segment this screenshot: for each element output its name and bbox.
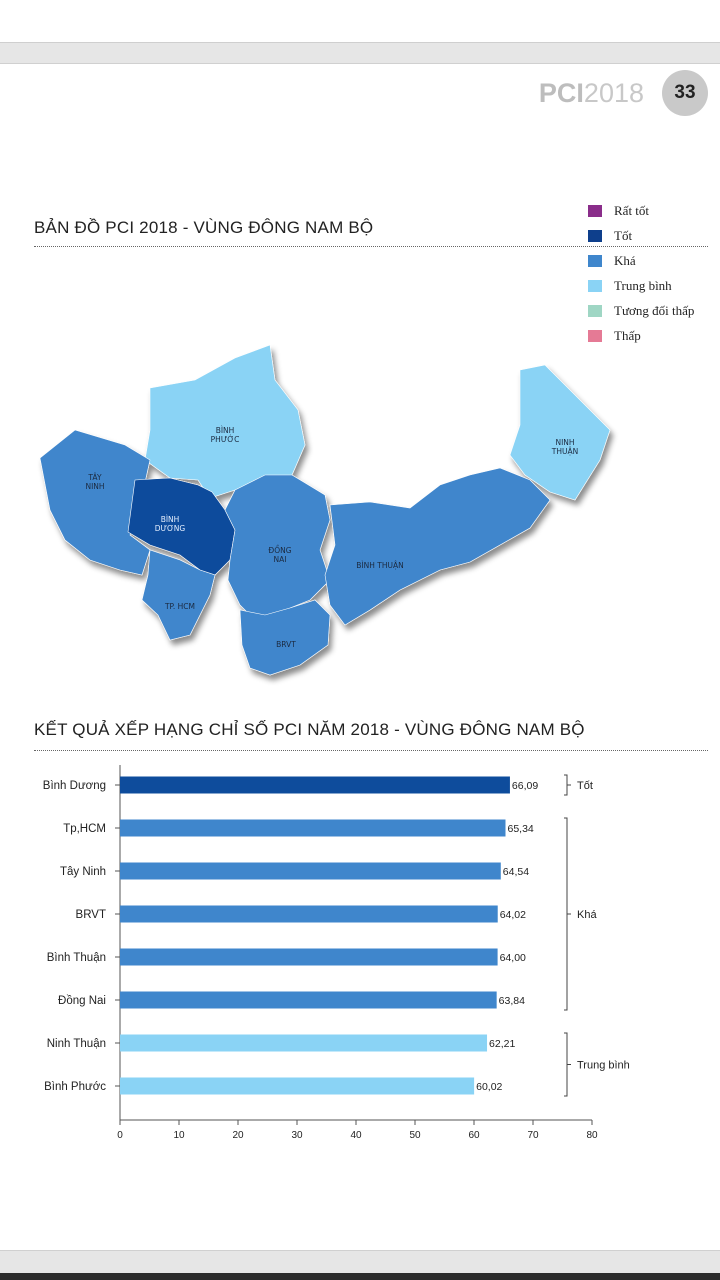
page-gap-bottom xyxy=(0,1250,720,1273)
category-label: Bình Thuận xyxy=(47,952,106,964)
bar xyxy=(120,819,506,837)
x-tick-label: 60 xyxy=(468,1130,480,1141)
category-label: Bình Phước xyxy=(44,1081,106,1093)
bar xyxy=(120,776,510,794)
label-binh-thuan: BÌNH THUẬN xyxy=(356,561,403,570)
label-tp-hcm: TP. HCM xyxy=(164,602,195,611)
region-tp-hcm xyxy=(141,549,216,641)
value-label: 63,84 xyxy=(499,995,525,1007)
bar xyxy=(120,1077,475,1095)
region-ninh-thuan xyxy=(509,364,611,501)
legend-swatch xyxy=(588,304,602,317)
app-top-bar xyxy=(0,0,720,43)
legend-item: Khá xyxy=(588,248,694,273)
label-brvt: BRVT xyxy=(276,640,296,649)
category-label: BRVT xyxy=(76,909,106,921)
group-label: Trung bình xyxy=(577,1060,630,1072)
value-label: 60,02 xyxy=(476,1081,502,1093)
legend-swatch xyxy=(588,204,602,217)
bar xyxy=(120,948,498,966)
legend-swatch xyxy=(588,329,602,342)
chart-title-divider xyxy=(34,750,708,751)
value-label: 66,09 xyxy=(512,780,538,792)
value-label: 64,02 xyxy=(500,909,526,921)
region-brvt xyxy=(239,599,331,676)
label-tay-ninh: TÂY NINH xyxy=(85,473,104,491)
category-label: Ninh Thuận xyxy=(47,1038,106,1050)
x-tick-label: 20 xyxy=(232,1130,244,1141)
legend-item: Tốt xyxy=(588,223,694,248)
legend-item: Trung bình xyxy=(588,273,694,298)
chart-section-title: KẾT QUẢ XẾP HẠNG CHỈ SỐ PCI NĂM 2018 - V… xyxy=(34,720,585,739)
label-binh-duong: BÌNH DƯƠNG xyxy=(155,515,186,533)
category-label: Bình Dương xyxy=(43,780,106,792)
bar xyxy=(120,991,497,1009)
x-tick-label: 10 xyxy=(173,1130,185,1141)
value-label: 62,21 xyxy=(489,1038,515,1050)
label-binh-phuoc: BÌNH PHƯỚC xyxy=(211,426,240,444)
page-gap-top xyxy=(0,43,720,64)
bar xyxy=(120,905,498,923)
legend-label: Trung bình xyxy=(614,277,672,293)
pci-region-map: BÌNH PHƯỚC TÂY NINH BÌNH DƯƠNG ĐỒNG NAI BÌNH… xyxy=(39,344,611,676)
region-dong-nai xyxy=(224,474,331,621)
legend-swatch xyxy=(588,229,602,242)
map-legend: Rất tốt Tốt Khá Trung bình Tương đối thấp Thấ… xyxy=(588,198,694,348)
page-number-badge: 33 xyxy=(662,70,708,116)
legend-swatch xyxy=(588,254,602,267)
value-label: 65,34 xyxy=(508,823,534,835)
x-tick-label: 40 xyxy=(350,1130,362,1141)
label-dong-nai: ĐỒNG NAI xyxy=(268,545,291,564)
value-label: 64,00 xyxy=(500,952,526,964)
legend-swatch xyxy=(588,279,602,292)
x-tick-label: 50 xyxy=(409,1130,421,1141)
pci-logo: PCI2018 xyxy=(538,78,644,108)
bar xyxy=(120,862,501,880)
label-ninh-thuan: NINH THUẬN xyxy=(551,438,578,456)
category-label: Đồng Nai xyxy=(58,995,106,1007)
pci-ranking-bar-chart: 0 10 20 30 40 50 60 70 80 Bình Dương 66,09 Tp,HCM 65… xyxy=(43,765,630,1141)
map-title-divider xyxy=(34,246,708,247)
legend-label: Rất tốt xyxy=(614,202,650,218)
legend-label: Tốt xyxy=(614,227,633,243)
legend-label: Khá xyxy=(614,252,636,268)
group-bracket xyxy=(564,817,571,1011)
bar xyxy=(120,1034,488,1052)
x-tick-label: 80 xyxy=(586,1130,598,1141)
group-bracket xyxy=(564,1032,571,1097)
group-bracket xyxy=(564,774,571,796)
map-section-title: BẢN ĐỒ PCI 2018 - VÙNG ĐÔNG NAM BỘ xyxy=(34,218,374,237)
category-label: Tây Ninh xyxy=(60,866,106,878)
x-tick-label: 0 xyxy=(117,1130,123,1141)
group-label: Khá xyxy=(577,909,597,921)
region-binh-thuan xyxy=(324,467,551,626)
group-label: Tốt xyxy=(577,780,593,792)
value-label: 64,54 xyxy=(503,866,529,878)
x-tick-label: 30 xyxy=(291,1130,303,1141)
legend-item: Rất tốt xyxy=(588,198,694,223)
legend-item: Tương đối thấp xyxy=(588,298,694,323)
x-tick-label: 70 xyxy=(527,1130,539,1141)
legend-label: Thấp xyxy=(614,327,641,343)
legend-label: Tương đối thấp xyxy=(614,302,695,318)
legend-item: Thấp xyxy=(588,323,694,348)
category-label: Tp,HCM xyxy=(63,823,106,835)
